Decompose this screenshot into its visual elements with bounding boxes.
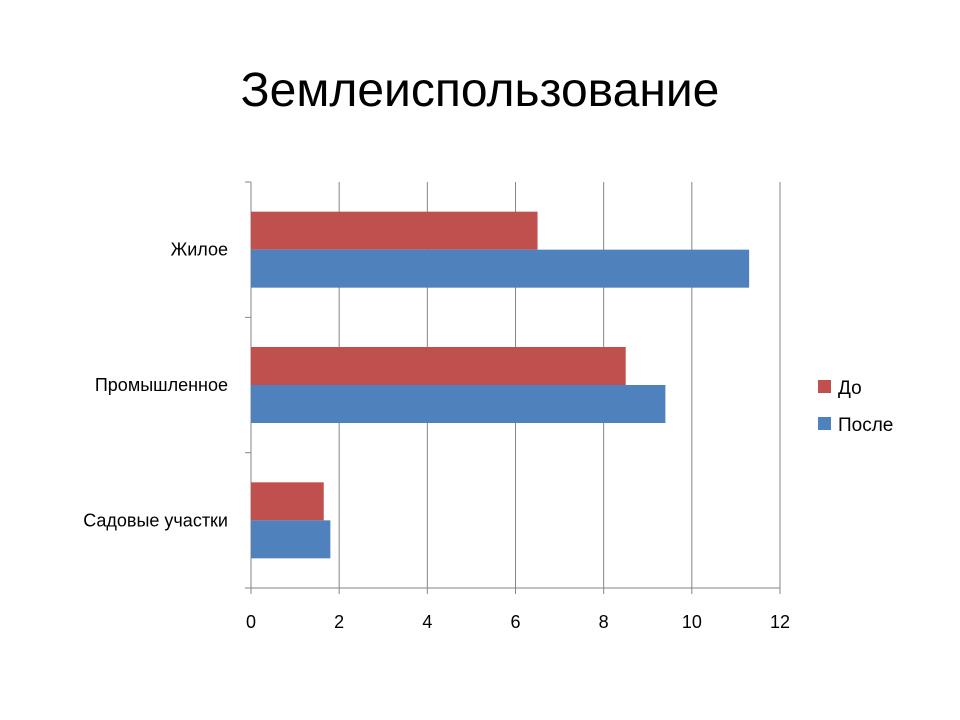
y-category-label: Жилое	[171, 240, 228, 260]
bars	[251, 211, 750, 559]
legend-label: До	[838, 378, 862, 399]
bar-do	[251, 347, 626, 385]
x-tick-label: 6	[510, 612, 520, 632]
bar-posle	[251, 249, 750, 288]
x-tick-label: 10	[682, 612, 702, 632]
chart-title: Землеиспользование	[240, 64, 720, 117]
x-tick-label: 4	[422, 612, 432, 632]
x-tick-label: 2	[334, 612, 344, 632]
x-tick-label: 0	[246, 612, 256, 632]
legend-swatch	[818, 380, 831, 393]
legend-label: После	[838, 415, 893, 436]
x-tick-label: 12	[770, 612, 790, 632]
y-axis: Жилое Промышленное Садовые участки	[83, 181, 252, 589]
x-tick-label: 8	[599, 612, 609, 632]
bar-do	[251, 211, 538, 250]
legend-swatch	[818, 417, 831, 430]
y-category-label: Садовые участки	[83, 510, 228, 530]
bar-posle	[251, 520, 331, 559]
legend: До После	[818, 378, 893, 436]
bar-posle	[251, 385, 666, 423]
x-axis: 0 2 4 6 8 10 12	[245, 587, 790, 632]
y-category-label: Промышленное	[95, 375, 228, 395]
bar-do	[251, 482, 324, 521]
